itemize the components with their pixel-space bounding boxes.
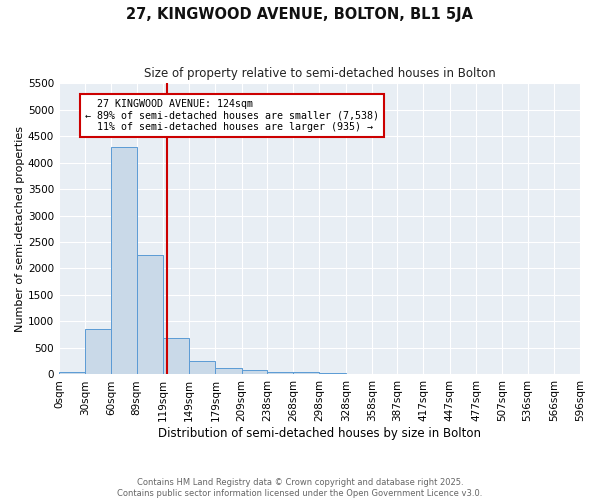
Bar (112, 146, 137, 374)
Bar (242, 370, 267, 374)
Text: 27 KINGWOOD AVENUE: 124sqm
← 89% of semi-detached houses are smaller (7,538)
  1: 27 KINGWOOD AVENUE: 124sqm ← 89% of semi… (85, 99, 379, 132)
Text: Contains HM Land Registry data © Crown copyright and database right 2025.
Contai: Contains HM Land Registry data © Crown c… (118, 478, 482, 498)
Bar (137, 255, 163, 374)
Text: 27, KINGWOOD AVENUE, BOLTON, BL1 5JA: 27, KINGWOOD AVENUE, BOLTON, BL1 5JA (127, 8, 473, 22)
Bar (267, 372, 293, 374)
Bar (189, 361, 215, 374)
Bar (85, 330, 112, 374)
X-axis label: Distribution of semi-detached houses by size in Bolton: Distribution of semi-detached houses by … (158, 427, 481, 440)
Bar (59, 372, 85, 374)
Bar (163, 338, 189, 374)
Y-axis label: Number of semi-detached properties: Number of semi-detached properties (15, 126, 25, 332)
Bar (293, 372, 319, 374)
Title: Size of property relative to semi-detached houses in Bolton: Size of property relative to semi-detach… (143, 68, 496, 80)
Bar (215, 368, 242, 374)
Bar (319, 372, 346, 374)
